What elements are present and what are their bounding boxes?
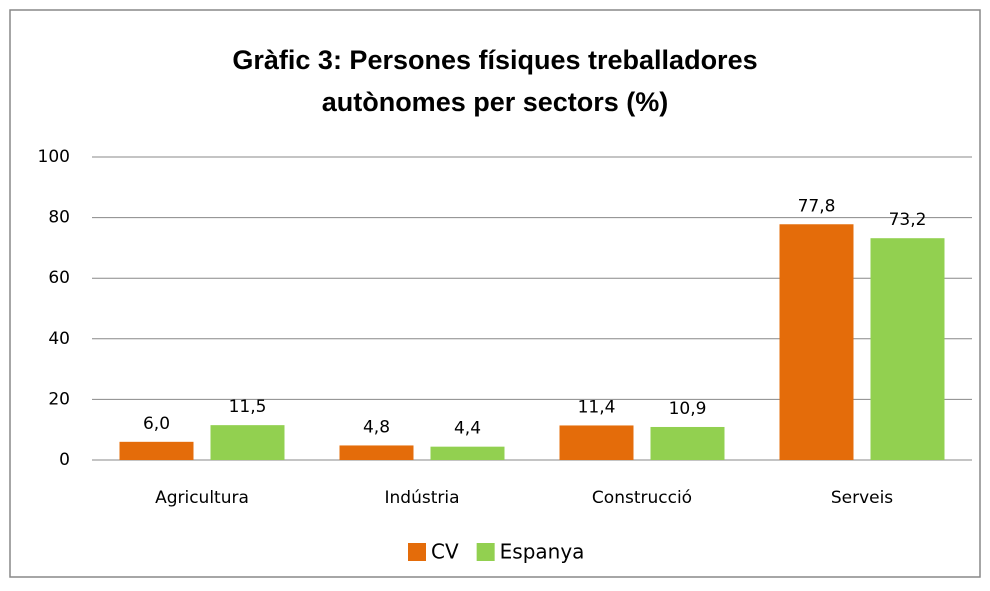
x-tick-label: Construcció bbox=[592, 488, 692, 508]
bar bbox=[650, 426, 725, 460]
x-tick-label: Agricultura bbox=[155, 488, 249, 508]
legend-swatch bbox=[408, 543, 426, 561]
value-label: 11,4 bbox=[578, 397, 616, 417]
bar bbox=[870, 238, 945, 460]
chart-title: autònomes per sectors (%) bbox=[322, 87, 669, 117]
value-label: 10,9 bbox=[669, 399, 707, 419]
value-label: 6,0 bbox=[143, 414, 170, 434]
bar bbox=[119, 441, 194, 460]
value-label: 4,8 bbox=[363, 417, 390, 437]
y-tick-label: 60 bbox=[48, 268, 70, 288]
y-tick-label: 0 bbox=[59, 450, 70, 470]
y-tick-label: 40 bbox=[48, 329, 70, 349]
legend-label: CV bbox=[431, 540, 459, 564]
y-tick-label: 20 bbox=[48, 389, 70, 409]
bar bbox=[430, 446, 505, 460]
chart-title: Gràfic 3: Persones físiques treballadore… bbox=[232, 45, 757, 75]
bar bbox=[779, 224, 854, 460]
y-tick-label: 80 bbox=[48, 208, 70, 228]
value-label: 4,4 bbox=[454, 419, 481, 439]
bar bbox=[210, 425, 285, 460]
value-label: 77,8 bbox=[798, 196, 836, 216]
bar bbox=[339, 445, 414, 460]
value-label: 73,2 bbox=[889, 210, 927, 230]
legend-swatch bbox=[476, 543, 495, 561]
legend-label: Espanya bbox=[500, 540, 585, 564]
bar bbox=[559, 425, 634, 460]
y-tick-label: 100 bbox=[38, 147, 70, 167]
x-tick-label: Serveis bbox=[831, 488, 893, 508]
value-label: 11,5 bbox=[229, 397, 267, 417]
x-tick-label: Indústria bbox=[384, 488, 459, 508]
